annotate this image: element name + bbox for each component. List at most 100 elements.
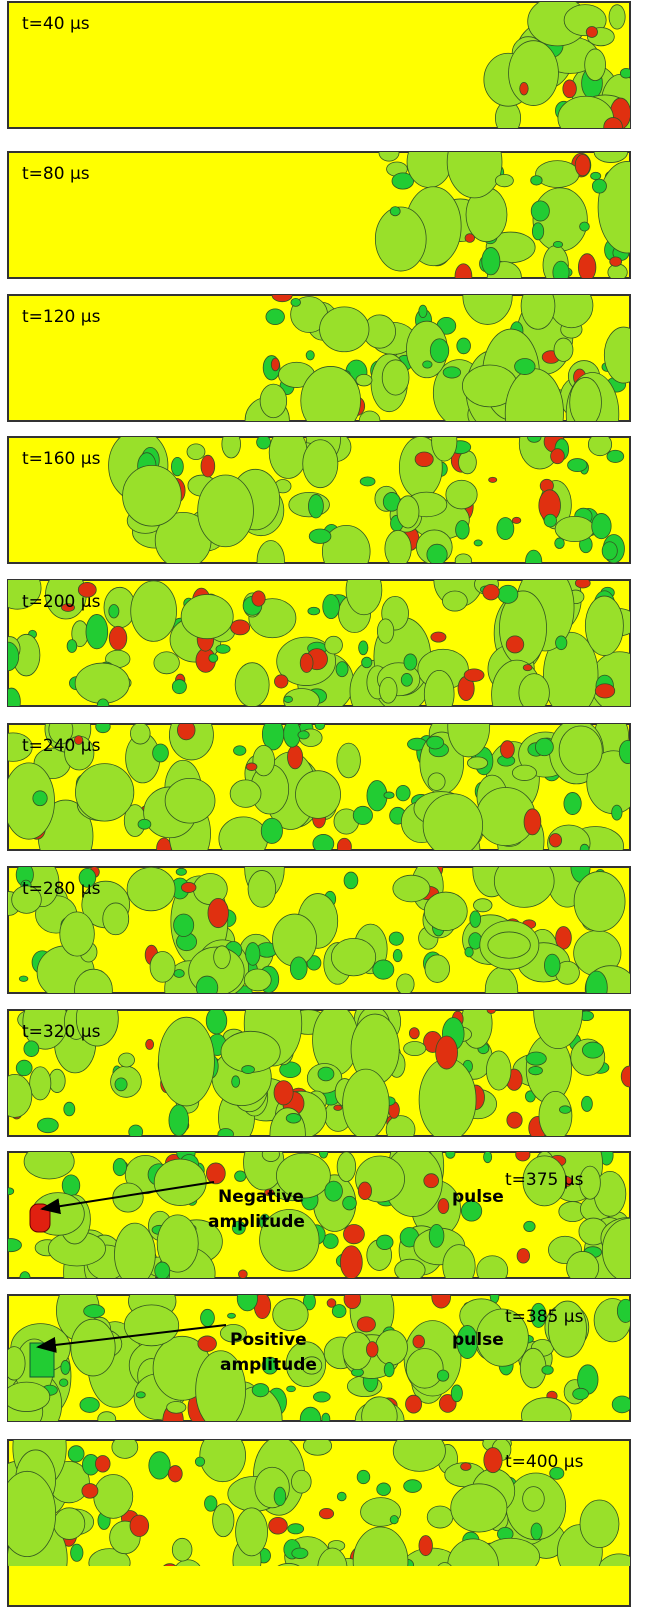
contour-blob <box>515 359 536 375</box>
contour-blob <box>205 1496 217 1512</box>
contour-blob <box>235 1171 246 1182</box>
contour-blob <box>430 339 448 363</box>
contour-blob <box>532 223 543 240</box>
contour-blob <box>24 1041 39 1057</box>
contour-blob <box>109 626 127 650</box>
contour-blob <box>146 1039 154 1049</box>
contour-blob <box>373 960 394 979</box>
contour-blob <box>382 360 409 395</box>
contour-blob <box>521 1398 571 1434</box>
contour-blob <box>404 1041 426 1055</box>
contour-blob <box>544 514 556 527</box>
contour-blob <box>261 818 282 843</box>
contour-blob <box>216 645 230 654</box>
contour-blob <box>288 1524 304 1534</box>
contour-blob <box>437 1370 448 1381</box>
contour-blob <box>429 1224 444 1247</box>
contour-blob <box>187 444 205 460</box>
contour-blob <box>336 662 348 677</box>
contour-blob <box>165 778 215 823</box>
contour-blob <box>494 854 554 907</box>
contour-blob <box>320 307 369 352</box>
contour-blob <box>506 636 524 653</box>
contour-blob <box>292 1548 308 1559</box>
contour-blob <box>167 1401 186 1413</box>
contour-blob <box>252 1384 269 1397</box>
contour-blob <box>424 1174 439 1188</box>
time-label: t=240 µs <box>22 736 101 756</box>
contour-blob <box>201 455 215 477</box>
contour-blob <box>591 172 601 179</box>
contour-panel: t=240 µs <box>0 696 640 873</box>
contour-blob <box>149 1452 170 1479</box>
contour-blob <box>586 971 607 1004</box>
contour-panel: t=200 µs <box>0 554 646 730</box>
contour-blob <box>488 932 531 958</box>
contour-blob <box>97 699 109 712</box>
contour-blob <box>0 642 19 671</box>
time-label: t=200 µs <box>22 592 101 612</box>
contour-blob <box>573 1388 589 1399</box>
contour-blob <box>94 1474 133 1518</box>
contour-blob <box>303 440 338 488</box>
contour-blob <box>64 1102 75 1116</box>
contour-blob <box>549 833 561 847</box>
contour-blob <box>389 932 403 945</box>
contour-blob <box>337 1492 346 1501</box>
contour-blob <box>423 794 483 857</box>
contour-panel: t=160 µs <box>8 414 630 581</box>
contour-blob <box>219 817 268 861</box>
contour-blob <box>497 518 514 540</box>
annotation-text: pulse <box>452 1187 504 1207</box>
contour-blob <box>393 1430 445 1471</box>
contour-blob <box>427 544 447 565</box>
contour-blob <box>428 773 445 791</box>
contour-blob <box>404 654 417 670</box>
contour-blob <box>427 736 444 749</box>
contour-blob <box>231 620 250 635</box>
contour-blob <box>195 1457 204 1466</box>
contour-blob <box>455 554 471 567</box>
contour-blob <box>582 1042 603 1058</box>
contour-blob <box>397 496 419 528</box>
contour-blob <box>115 1078 127 1091</box>
contour-blob <box>71 1544 83 1561</box>
contour-blob <box>98 1412 116 1427</box>
contour-blob <box>287 745 302 768</box>
contour-blob <box>465 234 475 243</box>
contour-blob <box>495 174 513 186</box>
contour-blob <box>413 1335 425 1348</box>
contour-blob <box>71 1319 115 1376</box>
contour-blob <box>419 305 427 318</box>
contour-blob <box>487 1007 495 1013</box>
contour-blob <box>181 595 233 639</box>
contour-blob <box>443 367 461 378</box>
contour-blob <box>559 1106 570 1114</box>
contour-blob <box>397 974 415 995</box>
contour-blob <box>84 1305 105 1318</box>
contour-blob <box>169 1105 189 1136</box>
contour-blob <box>568 459 587 472</box>
contour-blob <box>181 882 196 892</box>
contour-blob <box>415 452 433 467</box>
contour-blob <box>200 1429 246 1481</box>
contour-blob <box>236 1508 268 1556</box>
contour-blob <box>531 201 549 221</box>
contour-blob <box>260 384 287 418</box>
contour-blob <box>592 513 611 538</box>
contour-blob <box>154 652 180 674</box>
contour-blob <box>262 1147 279 1162</box>
contour-blob <box>529 1066 543 1074</box>
contour-blob <box>171 457 183 475</box>
contour-blob <box>516 1148 530 1161</box>
contour-blob <box>489 477 497 482</box>
contour-blob <box>123 465 182 526</box>
contour-blob <box>580 844 589 854</box>
contour-blob <box>377 619 393 643</box>
contour-blob <box>386 1116 415 1144</box>
contour-blob <box>130 723 150 744</box>
contour-blob <box>527 432 541 443</box>
contour-blob <box>436 1036 458 1069</box>
contour-blob <box>75 969 113 1010</box>
contour-blob <box>617 1299 633 1322</box>
